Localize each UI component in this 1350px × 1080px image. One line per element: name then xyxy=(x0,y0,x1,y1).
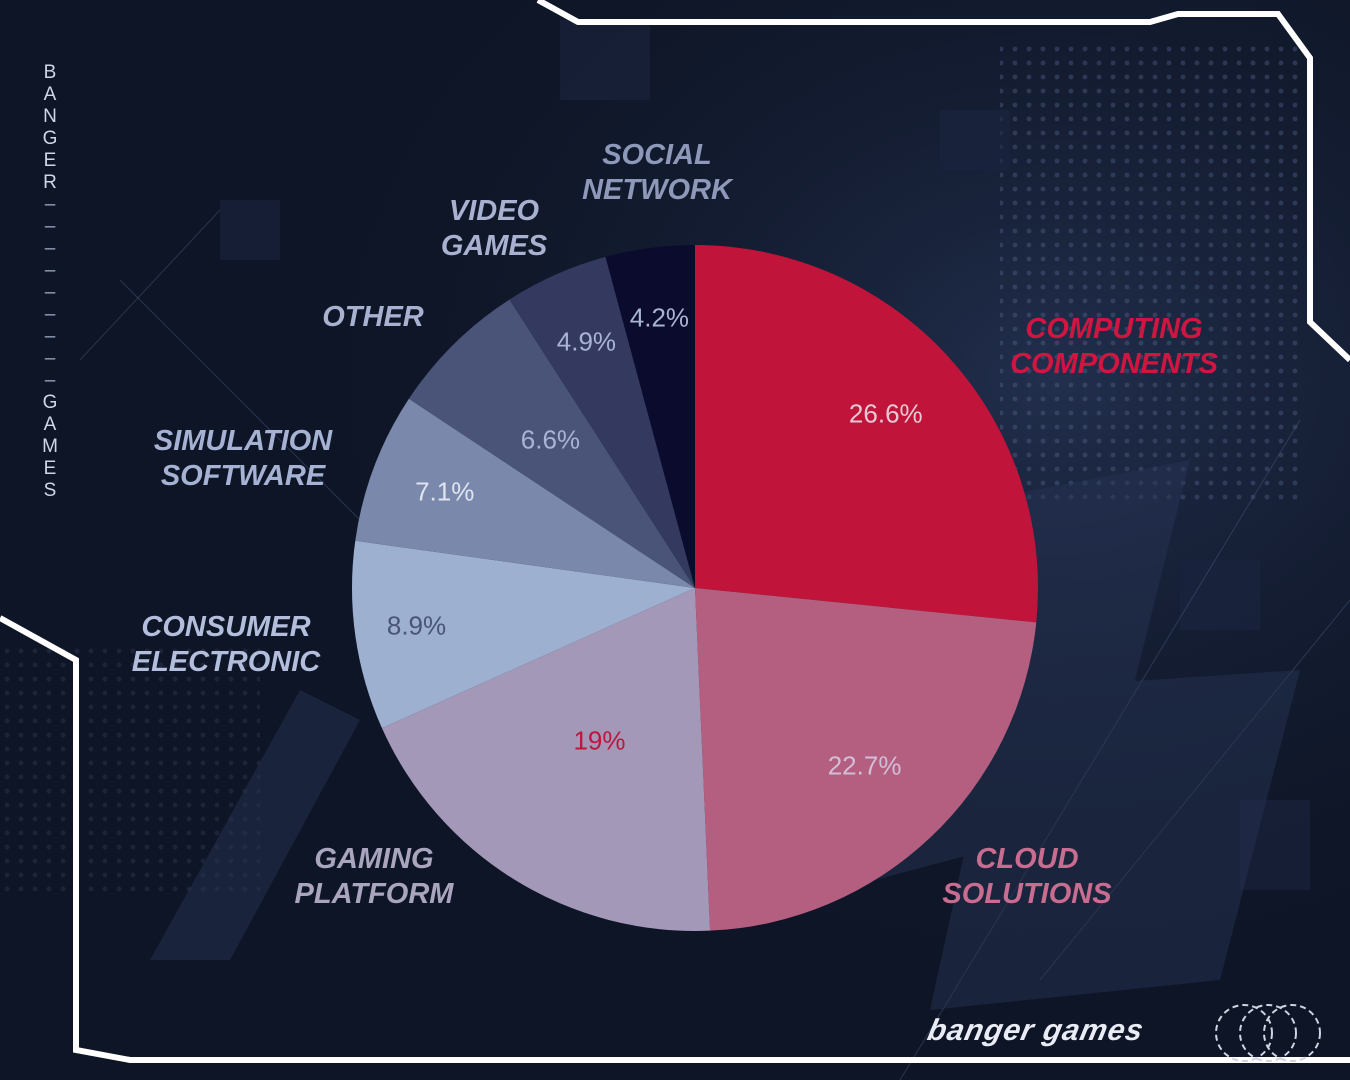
slice-value-label: 4.9% xyxy=(557,326,616,356)
slice-category-label: SIMULATION SOFTWARE xyxy=(153,425,333,492)
interlocking-rings-icon xyxy=(1215,1004,1321,1062)
slice-category-label: SOCIAL NETWORK xyxy=(582,139,732,206)
slice-category-label: OTHER xyxy=(322,301,424,333)
pie-slice xyxy=(351,540,695,729)
slice-value-label: 19% xyxy=(573,726,625,756)
slice-category-label: VIDEO GAMES xyxy=(440,195,548,262)
pie-slice xyxy=(695,588,1037,931)
vertical-brand-text: B A N G E R – – – – – – – – – G A M E S xyxy=(42,62,58,501)
slice-value-label: 22.7% xyxy=(828,750,902,780)
pie-slice xyxy=(605,245,695,588)
slice-category-label: CONSUMER ELECTRONIC xyxy=(131,611,321,678)
pie-slice xyxy=(695,245,1039,623)
pie-slice xyxy=(408,299,695,588)
slice-value-label: 7.1% xyxy=(415,476,474,506)
slice-category-label: COMPUTING COMPONENTS xyxy=(1010,313,1218,380)
slice-value-label: 6.6% xyxy=(521,424,580,454)
slice-category-label: CLOUD SOLUTIONS xyxy=(942,843,1112,910)
slice-value-label: 8.9% xyxy=(387,610,446,640)
pie-slice xyxy=(355,398,695,588)
banger-games-logo: banger games xyxy=(924,1014,1148,1047)
slice-category-label: GAMING PLATFORM xyxy=(294,843,454,910)
slice-value-label: 26.6% xyxy=(849,398,923,428)
pie-slice xyxy=(381,588,711,932)
slice-value-label: 4.2% xyxy=(630,302,689,332)
pie-slice xyxy=(509,256,695,588)
